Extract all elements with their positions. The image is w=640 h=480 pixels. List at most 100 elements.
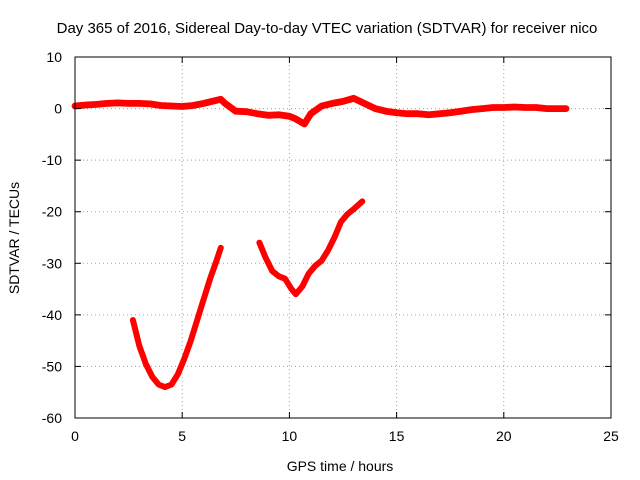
data-point <box>143 361 149 367</box>
data-point <box>265 112 271 118</box>
data-point <box>469 107 475 113</box>
data-point <box>404 111 410 117</box>
data-point <box>179 104 185 109</box>
data-point <box>544 106 550 112</box>
data-point <box>126 100 132 106</box>
axis-ticks: 0 5 10 15 20 25 10 0 -10 -20 -30 -40 -50 -60 <box>42 49 619 444</box>
data-point <box>372 106 378 112</box>
plot-frame <box>74 56 612 419</box>
data-point <box>351 206 357 212</box>
data-point <box>83 102 89 108</box>
data-point <box>130 317 136 323</box>
data-point <box>312 263 318 269</box>
y-tick-label: -50 <box>42 358 62 374</box>
data-point <box>218 96 224 102</box>
data-point <box>340 98 346 104</box>
data-point <box>175 371 181 377</box>
data-point <box>501 105 507 110</box>
data-point <box>156 382 162 387</box>
data-point <box>289 286 294 292</box>
data-series <box>71 94 570 391</box>
x-tick-label: 20 <box>496 428 512 444</box>
data-point <box>447 110 453 116</box>
data-point <box>415 111 421 117</box>
data-point <box>263 255 269 261</box>
data-point <box>383 108 389 114</box>
data-point <box>256 240 262 246</box>
data-point <box>162 384 168 390</box>
data-point <box>269 268 275 274</box>
data-point <box>512 104 517 110</box>
data-point <box>190 103 196 108</box>
y-tick-label: -30 <box>42 255 62 271</box>
data-point <box>158 103 164 108</box>
data-point <box>222 100 228 106</box>
y-tick-label: 0 <box>54 101 62 117</box>
data-point <box>207 276 213 282</box>
y-axis-label: SDTVAR / TECUs <box>6 182 22 294</box>
data-point <box>214 258 219 264</box>
data-point <box>308 111 314 117</box>
data-point <box>169 382 174 387</box>
data-point <box>359 198 365 204</box>
x-axis-label: GPS time / hours <box>287 458 394 474</box>
data-point <box>147 101 153 107</box>
data-point <box>306 271 312 277</box>
x-tick-label: 0 <box>71 428 79 444</box>
data-point <box>293 116 299 122</box>
data-point <box>136 100 142 106</box>
data-point <box>211 98 217 104</box>
data-point <box>394 110 400 116</box>
data-point <box>194 317 200 323</box>
data-point <box>522 105 528 110</box>
data-point <box>554 106 560 112</box>
data-point <box>201 100 207 106</box>
data-point <box>533 105 539 110</box>
data-point <box>244 109 249 115</box>
data-point <box>218 245 224 251</box>
data-point <box>351 95 357 101</box>
data-point <box>344 211 350 217</box>
data-point <box>254 111 260 117</box>
x-tick-label: 5 <box>178 428 186 444</box>
data-point <box>331 235 337 240</box>
data-point <box>115 100 121 106</box>
data-point <box>282 276 288 282</box>
data-point <box>286 113 292 119</box>
chart-title: Day 365 of 2016, Sidereal Day-to-day VTE… <box>57 20 598 37</box>
data-point <box>233 108 239 114</box>
data-point <box>301 121 307 127</box>
data-point <box>319 103 325 109</box>
data-point <box>329 100 335 106</box>
data-point <box>361 100 367 106</box>
data-point <box>276 273 282 279</box>
y-tick-label: -10 <box>42 152 62 168</box>
data-point <box>201 296 207 302</box>
data-point <box>563 106 569 112</box>
data-point <box>437 111 442 117</box>
data-point <box>299 284 305 289</box>
data-point <box>338 219 344 225</box>
data-point <box>426 112 432 118</box>
data-point <box>293 291 299 297</box>
data-point <box>188 338 194 344</box>
y-tick-label: 10 <box>46 49 62 65</box>
data-point <box>458 108 464 114</box>
x-tick-label: 25 <box>603 428 619 444</box>
data-point <box>169 103 174 109</box>
data-point <box>93 101 99 107</box>
y-tick-label: -60 <box>42 410 62 426</box>
data-point <box>479 106 485 112</box>
data-point <box>276 112 282 118</box>
data-point <box>319 258 325 264</box>
data-point <box>490 105 496 110</box>
data-point <box>325 247 331 253</box>
y-tick-label: -40 <box>42 307 62 323</box>
x-tick-label: 15 <box>389 428 405 444</box>
data-point <box>104 100 110 106</box>
data-point <box>181 356 187 362</box>
data-point <box>136 343 142 349</box>
y-tick-label: -20 <box>42 204 62 220</box>
